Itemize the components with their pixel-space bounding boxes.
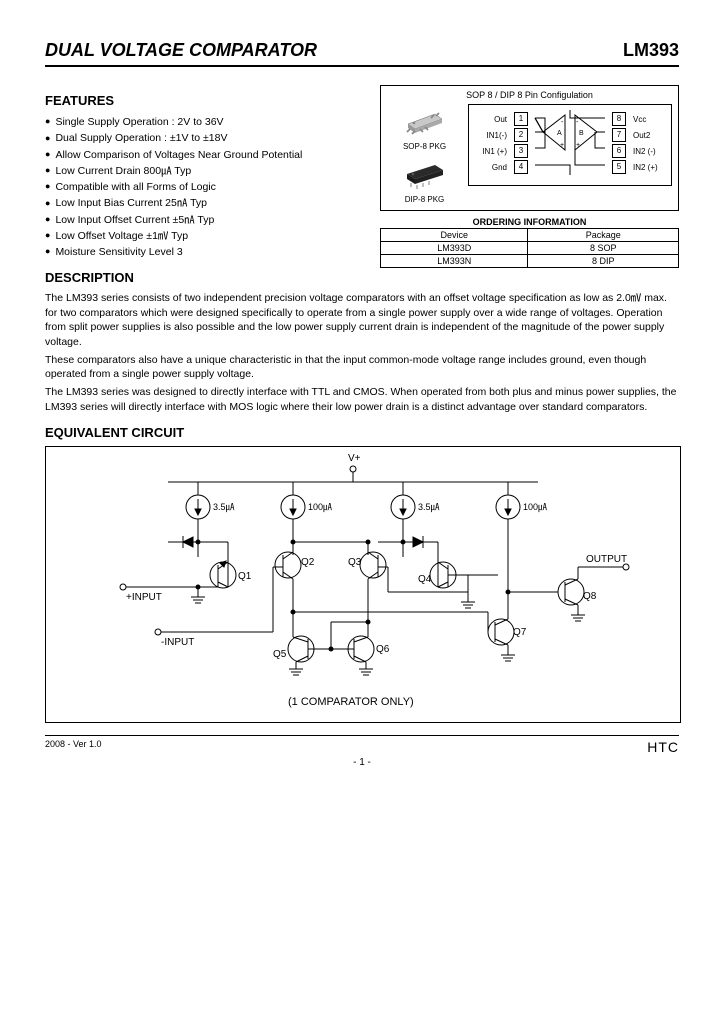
pin-number: 5	[612, 160, 626, 174]
equivalent-circuit-diagram: V+ 3.5㎂ 100㎂ 3.5㎂	[45, 446, 681, 723]
features-list: Single Supply Operation : 2V to 36V Dual…	[45, 114, 370, 260]
feature-item: Low Offset Voltage ±1㎷ Typ	[45, 228, 370, 244]
ordering-info: ORDERING INFORMATION DevicePackage LM393…	[380, 217, 679, 268]
sop-label: SOP-8 PKG	[387, 142, 462, 151]
ordering-table: DevicePackage LM393D8 SOP LM393N8 DIP	[380, 228, 679, 268]
features-heading: FEATURES	[45, 93, 370, 108]
svg-text:B: B	[579, 130, 584, 137]
dual-opamp-icon: A B - + + -	[531, 110, 609, 180]
feature-item: Low Input Offset Current ±5㎁ Typ	[45, 212, 370, 228]
pin-label: IN1(-)	[473, 131, 507, 140]
footer-version: 2008 - Ver 1.0	[45, 739, 102, 755]
dip-label: DIP-8 PKG	[387, 195, 462, 204]
package-images: SOP-8 PKG DIP-8 PKG	[387, 104, 462, 204]
transistor-label: Q5	[273, 649, 287, 660]
ordering-heading: ORDERING INFORMATION	[380, 217, 679, 227]
transistor-label: Q6	[376, 644, 390, 655]
pin-number: 7	[612, 128, 626, 142]
svg-text:+: +	[576, 142, 580, 149]
pin-label: IN2 (+)	[633, 163, 667, 172]
document-title: DUAL VOLTAGE COMPARATOR	[45, 40, 317, 61]
dip-chip-icon	[395, 157, 455, 192]
description-paragraph: The LM393 series consists of two indepen…	[45, 291, 679, 350]
package-box: SOP 8 / DIP 8 Pin Configulation	[380, 85, 679, 211]
minus-input-label: -INPUT	[161, 637, 194, 648]
pin-label: IN2 (-)	[633, 147, 667, 156]
circuit-schematic-icon: V+ 3.5㎂ 100㎂ 3.5㎂	[46, 447, 680, 722]
transistor-label: Q8	[583, 591, 597, 602]
footer: 2008 - Ver 1.0 HTC	[45, 735, 679, 755]
table-cell: 8 DIP	[528, 255, 679, 268]
page-number: - 1 -	[45, 757, 679, 768]
feature-item: Compatible with all Forms of Logic	[45, 179, 370, 195]
description-heading: DESCRIPTION	[45, 270, 679, 285]
svg-text:A: A	[557, 130, 562, 137]
pin-number: 2	[514, 128, 528, 142]
pin-number: 1	[514, 112, 528, 126]
right-column: SOP 8 / DIP 8 Pin Configulation	[380, 85, 679, 268]
pinout-diagram: Out 1 IN1(-) 2 IN1 (+) 3 Gnd 4	[468, 104, 672, 204]
features-column: FEATURES Single Supply Operation : 2V to…	[45, 85, 370, 260]
pin-label: Out2	[633, 131, 667, 140]
table-cell: 8 SOP	[528, 242, 679, 255]
vplus-label: V+	[348, 453, 361, 464]
feature-item: Low Input Bias Current 25㎁ Typ	[45, 195, 370, 211]
part-number: LM393	[623, 40, 679, 61]
description-paragraph: These comparators also have a unique cha…	[45, 353, 679, 382]
pin-label: Out	[473, 115, 507, 124]
package-box-title: SOP 8 / DIP 8 Pin Configulation	[387, 90, 672, 100]
sop-chip-icon	[395, 104, 455, 139]
table-cell: LM393N	[381, 255, 528, 268]
pin-number: 4	[514, 160, 528, 174]
pin-label: IN1 (+)	[473, 147, 507, 156]
title-row: DUAL VOLTAGE COMPARATOR LM393	[45, 40, 679, 67]
svg-text:-: -	[561, 119, 564, 126]
transistor-label: Q1	[238, 571, 252, 582]
description-paragraph: The LM393 series was designed to directl…	[45, 385, 679, 414]
feature-item: Allow Comparison of Voltages Near Ground…	[45, 147, 370, 163]
current-label: 3.5㎂	[213, 502, 235, 513]
current-label: 100㎂	[308, 502, 332, 513]
transistor-label: Q3	[348, 557, 362, 568]
top-section: FEATURES Single Supply Operation : 2V to…	[45, 85, 679, 268]
table-header: Device	[381, 229, 528, 242]
plus-input-label: +INPUT	[126, 592, 162, 603]
description-text: The LM393 series consists of two indepen…	[45, 291, 679, 415]
transistor-label: Q7	[513, 627, 527, 638]
output-label: OUTPUT	[586, 554, 627, 565]
feature-item: Dual Supply Operation : ±1V to ±18V	[45, 130, 370, 146]
table-cell: LM393D	[381, 242, 528, 255]
table-row: LM393D8 SOP	[381, 242, 679, 255]
table-header: Package	[528, 229, 679, 242]
svg-text:+: +	[560, 142, 564, 149]
feature-item: Low Current Drain 800㎂ Typ	[45, 163, 370, 179]
circuit-note: (1 COMPARATOR ONLY)	[288, 696, 414, 708]
pin-number: 8	[612, 112, 626, 126]
table-row: LM393N8 DIP	[381, 255, 679, 268]
pin-number: 6	[612, 144, 626, 158]
circuit-heading: EQUIVALENT CIRCUIT	[45, 425, 679, 440]
current-label: 3.5㎂	[418, 502, 440, 513]
feature-item: Moisture Sensitivity Level 3	[45, 244, 370, 260]
svg-text:-: -	[576, 119, 579, 126]
footer-company: HTC	[647, 739, 679, 755]
feature-item: Single Supply Operation : 2V to 36V	[45, 114, 370, 130]
current-label: 100㎂	[523, 502, 547, 513]
transistor-label: Q4	[418, 574, 432, 585]
transistor-label: Q2	[301, 557, 315, 568]
pin-label: Vcc	[633, 115, 667, 124]
pin-number: 3	[514, 144, 528, 158]
pin-label: Gnd	[473, 163, 507, 172]
